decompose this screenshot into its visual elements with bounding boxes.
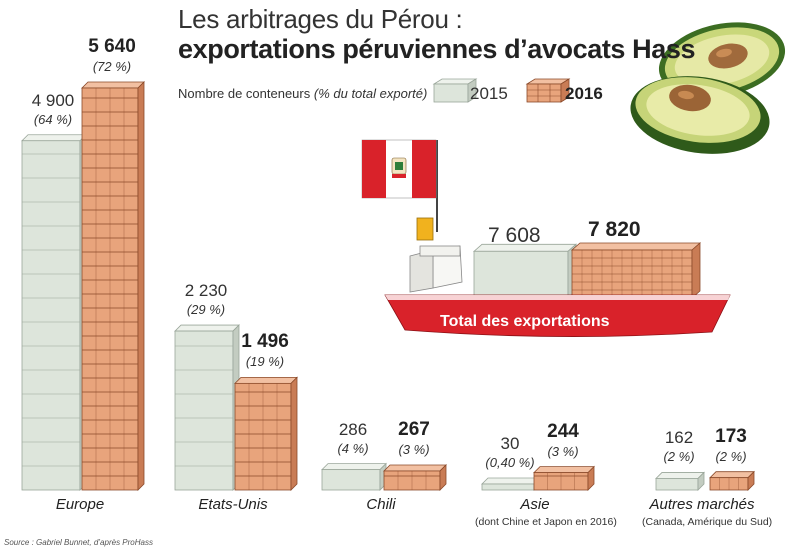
bar-2015-europe [21, 133, 87, 491]
total-containers [472, 242, 702, 299]
legend-entry-2015: 2015 [470, 84, 508, 103]
value-label-2015-etats-unis: 2 230 [184, 281, 228, 301]
pct-label-2015-etats-unis: (29 %) [186, 302, 226, 318]
value-label-2016-autres-marches: 173 [715, 425, 747, 447]
category-label-etats-unis: Etats-Unis [198, 496, 268, 513]
value-label-2015-chili: 286 [338, 419, 368, 439]
value-label-2016-europe: 5 640 [88, 36, 136, 57]
chart-subtitle: exportations péruviennes d’avocats Hass [178, 34, 696, 64]
value-label-2015-autres-marches: 162 [664, 428, 694, 448]
pct-label-2015-europe: (64 %) [33, 111, 73, 127]
legend-label-note: (% du total exporté) [313, 86, 428, 101]
legend-label: Nombre de conteneurs (% du total exporté… [178, 86, 427, 101]
total-block-2015 [472, 243, 578, 299]
pct-label-2016-europe: (72 %) [92, 59, 132, 74]
pct-label-2015-chili: (4 %) [337, 440, 369, 456]
legend-swatch-2016 [525, 78, 571, 103]
source-note: Source : Gabriel Bunnet, d’après ProHass [4, 538, 153, 547]
total-2016-label: 7 820 [588, 218, 641, 241]
ship-icon [384, 217, 731, 337]
bar-2016-chili [383, 464, 447, 491]
total-exports-label: Total des exportations [440, 313, 610, 330]
total-2015-label: 7 608 [488, 224, 541, 247]
category-note-asie: (dont Chine et Japon en 2016) [475, 516, 617, 528]
category-note-autres-marches: (Canada, Amérique du Sud) [642, 516, 773, 528]
bar-2015-autres-marches [655, 471, 705, 491]
pct-label-2016-chili: (3 %) [398, 441, 430, 457]
value-label-2015-asie: 30 [500, 434, 520, 453]
category-label-chili: Chili [366, 496, 396, 513]
value-label-2016-asie: 244 [547, 420, 579, 442]
legend-swatch-2015 [432, 78, 478, 103]
bar-2015-etats-unis [174, 324, 240, 491]
chart-title: Les arbitrages du Pérou : [178, 4, 463, 34]
pct-label-2016-asie: (3 %) [547, 443, 579, 459]
bar-2016-autres-marches [709, 470, 755, 491]
peru-flag-icon [361, 139, 438, 232]
avocado-icon [630, 22, 786, 154]
pct-label-2015-asie: (0,40 %) [485, 455, 535, 470]
pct-label-2015-autres-marches: (2 %) [663, 449, 695, 465]
legend-entry-2016: 2016 [565, 84, 603, 103]
bar-2016-asie [533, 465, 595, 491]
legend-label-text: Nombre de conteneurs [178, 86, 311, 101]
bar-2015-asie [481, 477, 541, 491]
total-block-2016 [570, 242, 702, 299]
pct-label-2016-autres-marches: (2 %) [715, 448, 747, 464]
category-label-autres-marches: Autres marchés [649, 496, 755, 513]
bars-layer [21, 81, 755, 491]
bar-2016-etats-unis [234, 376, 298, 491]
value-label-2015-europe: 4 900 [31, 90, 75, 110]
value-label-2016-etats-unis: 1 496 [241, 331, 289, 353]
bar-2015-chili [321, 462, 387, 491]
pct-label-2016-etats-unis: (19 %) [245, 354, 285, 370]
value-label-2016-chili: 267 [398, 418, 430, 440]
category-label-asie: Asie [520, 496, 550, 513]
bar-2016-europe [81, 81, 145, 491]
category-label-europe: Europe [55, 496, 105, 513]
